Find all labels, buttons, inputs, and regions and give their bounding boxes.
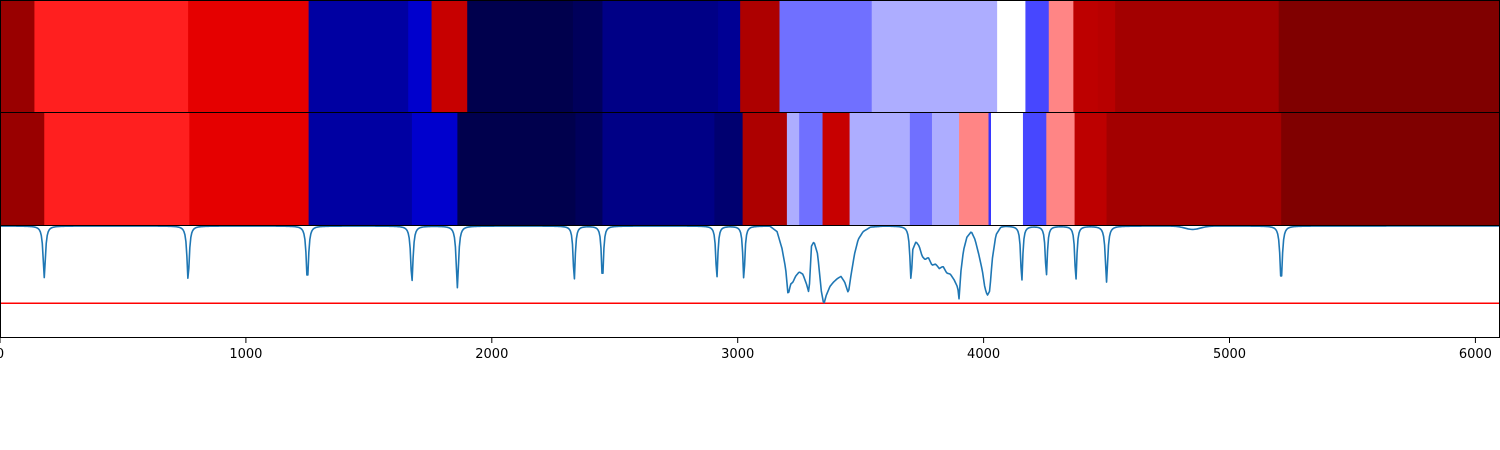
heatmap-cell-1-12 bbox=[871, 1, 998, 113]
heatmap-cell-1-14 bbox=[1025, 1, 1050, 113]
x-axis: 0 1000 2000 3000 4000 5000 6000 bbox=[0, 338, 1492, 362]
heatmap-cell-1-9 bbox=[718, 1, 741, 113]
x-tick-label-2000: 2000 bbox=[475, 347, 508, 362]
heatmap-cell-2-21 bbox=[1074, 113, 1108, 226]
x-tick-label-6000: 6000 bbox=[1459, 347, 1492, 362]
heatmap-cell-2-10 bbox=[786, 113, 800, 226]
x-tick-label-5000: 5000 bbox=[1213, 347, 1246, 362]
heatmap-cell-2-13 bbox=[849, 113, 911, 226]
heatmap-strip-top bbox=[0, 1, 1500, 113]
heatmap-cell-2-8 bbox=[714, 113, 744, 226]
heatmap-cell-2-15 bbox=[931, 113, 960, 226]
heatmap-cell-1-15 bbox=[1048, 1, 1074, 113]
heatmap-cell-1-3 bbox=[308, 1, 409, 113]
x-tick-label-1000: 1000 bbox=[229, 347, 262, 362]
heatmap-cell-2-6 bbox=[575, 113, 604, 226]
heatmap-cell-1-13 bbox=[997, 1, 1027, 113]
heatmap-cell-2-19 bbox=[1022, 113, 1047, 226]
heatmap-cell-2-22 bbox=[1106, 113, 1282, 226]
heatmap-cell-2-9 bbox=[742, 113, 788, 226]
heatmap-cell-1-8 bbox=[602, 1, 719, 113]
heatmap-cell-1-16 bbox=[1073, 1, 1099, 113]
heatmap-cell-2-1 bbox=[44, 113, 190, 226]
heatmap-cell-1-11 bbox=[779, 1, 873, 113]
heatmap-cell-2-23 bbox=[1281, 113, 1500, 226]
heatmap-cell-1-4 bbox=[408, 1, 433, 113]
spectrum-line bbox=[0, 226, 1500, 304]
heatmap-cell-1-17 bbox=[1097, 1, 1116, 113]
x-tick-label-4000: 4000 bbox=[967, 347, 1000, 362]
heatmap-cell-2-3 bbox=[308, 113, 413, 226]
panel-frame-3 bbox=[0, 225, 1500, 338]
heatmap-cell-2-11 bbox=[799, 113, 824, 226]
heatmap-cell-2-7 bbox=[602, 113, 715, 226]
heatmap-cell-2-2 bbox=[189, 113, 310, 226]
heatmap-cell-2-0 bbox=[0, 113, 45, 226]
x-tick-label-0: 0 bbox=[0, 347, 4, 362]
heatmap-cell-1-19 bbox=[1278, 1, 1500, 113]
heatmap-cell-1-10 bbox=[740, 1, 781, 113]
heatmap-cell-2-18 bbox=[990, 113, 1024, 226]
heatmap-cell-1-2 bbox=[188, 1, 310, 113]
heatmap-strip-bottom bbox=[0, 113, 1500, 226]
heatmap-cell-2-17 bbox=[988, 113, 992, 226]
line-plot-panel bbox=[0, 226, 1500, 305]
heatmap-cell-1-7 bbox=[572, 1, 604, 113]
heatmap-cell-1-18 bbox=[1115, 1, 1280, 113]
heatmap-cell-2-4 bbox=[411, 113, 458, 226]
heatmap-cell-2-5 bbox=[457, 113, 577, 226]
heatmap-cell-1-6 bbox=[467, 1, 574, 113]
heatmap-cell-2-12 bbox=[822, 113, 851, 226]
x-tick-label-3000: 3000 bbox=[721, 347, 754, 362]
heatmap-cell-1-5 bbox=[431, 1, 468, 113]
heatmap-cell-1-0 bbox=[0, 1, 36, 113]
heatmap-cell-2-14 bbox=[909, 113, 933, 226]
heatmap-cell-1-1 bbox=[34, 1, 189, 113]
heatmap-cell-2-20 bbox=[1046, 113, 1076, 226]
heatmap-cell-2-16 bbox=[959, 113, 990, 226]
